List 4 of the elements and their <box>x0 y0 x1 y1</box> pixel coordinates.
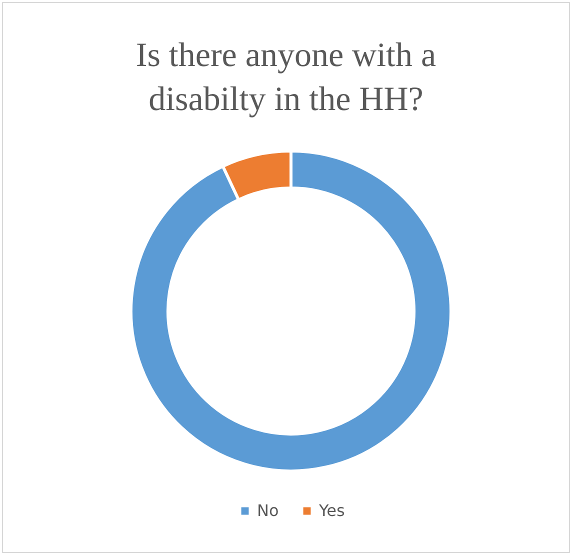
chart-title: Is there anyone with a disabilty in the HH? <box>134 36 438 120</box>
legend-label: No <box>257 501 279 520</box>
legend-label: Yes <box>318 501 345 520</box>
donut-slice <box>130 150 452 472</box>
